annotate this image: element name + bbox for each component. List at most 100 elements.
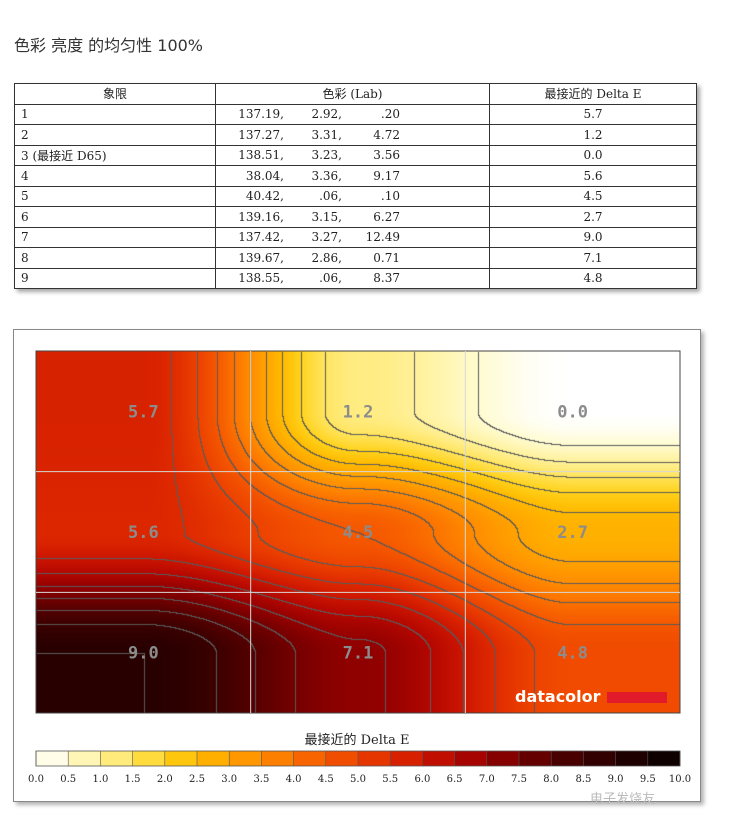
header-delta-e: 最接近的 Delta E [489, 83, 697, 105]
colorbar-tick-label: 6.0 [414, 774, 430, 785]
cell-lab-l: 139.67, [238, 250, 284, 265]
colorbar-segment [551, 751, 584, 766]
cell-lab-a: 3.31, [311, 127, 342, 142]
cell-quadrant: 6 [14, 206, 216, 228]
colorbar-tick-label: 3.0 [221, 774, 237, 785]
table-row: 2 137.27, 3.31, 4.72 1.2 [14, 124, 697, 146]
colorbar-segment [132, 751, 166, 766]
colorbar-segment [36, 751, 69, 766]
cell-lab-a: 3.36, [311, 168, 342, 183]
colorbar-tick-label: 9.0 [608, 774, 624, 785]
colorbar-tick-label: 1.5 [125, 774, 141, 785]
plot-frame [35, 350, 681, 714]
cell-lab: 139.16, 3.15, 6.27 [215, 206, 490, 228]
uniformity-heatmap: 5.7 1.2 0.0 5.6 4.5 2.7 9.0 7.1 4.8 datacolor 最接近的… [28, 350, 691, 785]
cell-lab-b: 6.27 [373, 209, 400, 224]
header-lab: 色彩 (Lab) [215, 83, 490, 105]
colorbar-segment [68, 751, 101, 766]
cell-lab-l: 138.51, [238, 148, 284, 163]
colorbar-tick-label: 10.0 [669, 774, 691, 785]
cell-value-label: 5.7 [128, 402, 159, 422]
table-row: 7 137.42, 3.27, 12.49 9.0 [14, 226, 697, 248]
cell-quadrant: 9 [14, 267, 216, 289]
cell-lab-a: 3.23, [311, 148, 342, 163]
cell-lab-a: 3.27, [311, 230, 342, 245]
cell-lab-b: 8.37 [373, 271, 400, 286]
colorbar-tick-label: 8.0 [543, 774, 559, 785]
colorbar-segment [100, 751, 133, 766]
cell-lab: 138.51, 3.23, 3.56 [215, 144, 490, 166]
colorbar-segment [358, 751, 391, 766]
cell-quadrant: 1 [14, 103, 216, 125]
colorbar-segment [293, 751, 327, 766]
cell-lab-l: 38.04, [245, 168, 284, 183]
cell-lab-l: 138.55, [238, 271, 284, 286]
colorbar-segment [454, 751, 488, 766]
colorbar-segment [583, 751, 616, 766]
colorbar-title: 最接近的 Delta E [304, 732, 409, 748]
table-row: 9 138.55, .06, 8.37 4.8 [14, 267, 697, 289]
datacolor-logo-bar [607, 692, 667, 703]
colorbar-tick-label: 0.0 [28, 774, 44, 785]
cell-lab: 38.04, 3.36, 9.17 [215, 165, 490, 187]
table-row: 6 139.16, 3.15, 6.27 2.7 [14, 206, 697, 228]
colorbar-tick-label: 0.5 [60, 774, 76, 785]
cell-delta-e: 4.5 [489, 185, 697, 207]
cell-value-label: 9.0 [128, 644, 159, 664]
cell-lab-l: 139.16, [238, 209, 284, 224]
cell-quadrant: 2 [14, 124, 216, 146]
cell-lab-l: 137.27, [238, 127, 284, 142]
cell-lab-l: 137.19, [238, 107, 284, 122]
colorbar-segment [422, 751, 455, 766]
cell-lab: 137.42, 3.27, 12.49 [215, 226, 490, 248]
cell-lab-a: .06, [319, 189, 342, 204]
cell-value-label: 4.5 [343, 523, 374, 543]
cell-lab-b: 0.71 [373, 250, 400, 265]
colorbar-segment [164, 751, 198, 766]
cell-value-label: 4.8 [557, 644, 588, 664]
table-body: 1 137.19, 2.92, .20 5.7 2 137.27, 3.31, 4.72 1.2 3… [14, 103, 697, 289]
colorbar-tick-label: 9.5 [640, 774, 656, 785]
colorbar-tick-label: 3.5 [253, 774, 269, 785]
table-row: 4 38.04, 3.36, 9.17 5.6 [14, 165, 697, 187]
heatmap-surface [36, 351, 680, 713]
cell-lab: 138.55, .06, 8.37 [215, 267, 490, 289]
cell-quadrant: 4 [14, 165, 216, 187]
cell-lab-b: .20 [380, 107, 400, 122]
datacolor-logo: datacolor [515, 687, 601, 706]
cell-delta-e: 9.0 [489, 226, 697, 248]
cell-lab-l: 40.42, [245, 189, 284, 204]
colorbar-segment [261, 751, 294, 766]
colorbar-segment [615, 751, 649, 766]
cell-lab: 137.27, 3.31, 4.72 [215, 124, 490, 146]
lab-table: 象限 色彩 (Lab) 最接近的 Delta E 1 137.19, 2.92, .2… [14, 83, 697, 289]
cell-value-label: 2.7 [557, 523, 588, 543]
cell-lab-b: 4.72 [373, 127, 400, 142]
cell-value-label: 1.2 [343, 402, 374, 422]
colorbar-tick-label: 6.5 [447, 774, 463, 785]
colorbar-tick-label: 4.0 [286, 774, 302, 785]
colorbar-segment [229, 751, 262, 766]
cell-delta-e: 0.0 [489, 144, 697, 166]
colorbar-tick-label: 5.5 [382, 774, 398, 785]
colorbar-segment [519, 751, 552, 766]
cell-delta-e: 4.8 [489, 267, 697, 289]
cell-quadrant: 3 (最接近 D65) [14, 144, 216, 166]
cell-lab-a: 2.86, [311, 250, 342, 265]
cell-lab-a: .06, [319, 271, 342, 286]
cell-delta-e: 5.7 [489, 103, 697, 125]
cell-delta-e: 1.2 [489, 124, 697, 146]
colorbar-tick-label: 8.5 [575, 774, 591, 785]
cell-lab: 139.67, 2.86, 0.71 [215, 247, 490, 269]
colorbar-tick-label: 7.0 [479, 774, 495, 785]
header-quadrant: 象限 [14, 83, 216, 105]
cell-lab-b: 12.49 [365, 230, 400, 245]
cell-delta-e: 7.1 [489, 247, 697, 269]
table-row: 1 137.19, 2.92, .20 5.7 [14, 103, 697, 125]
colorbar-tick-label: 4.5 [318, 774, 334, 785]
colorbar-segment [325, 751, 359, 766]
cell-lab-b: 9.17 [373, 168, 400, 183]
colorbar-segment [390, 751, 423, 766]
watermark: 电子发烧友 [590, 792, 656, 807]
cell-quadrant: 5 [14, 185, 216, 207]
